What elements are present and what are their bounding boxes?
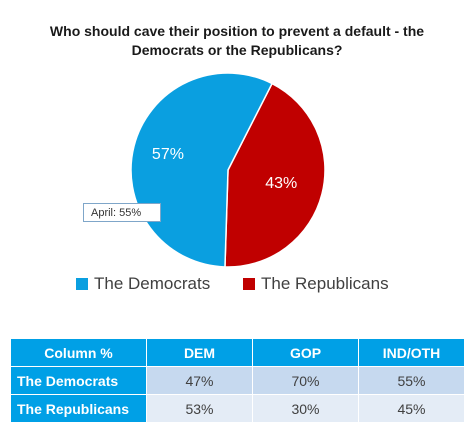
chart-title: Who should cave their position to preven… [0, 22, 474, 60]
table-row: The Republicans 53% 30% 45% [10, 394, 465, 423]
table-cell: 70% [252, 366, 359, 395]
legend-label-republicans: The Republicans [261, 274, 389, 293]
legend-swatch-democrats [76, 278, 88, 290]
column-header-gop: GOP [252, 338, 359, 367]
table-cell: 47% [146, 366, 253, 395]
legend-item-republicans: The Republicans [243, 274, 389, 294]
april-callout: April: 55% [83, 203, 161, 222]
table-header-row: Column % DEM GOP IND/OTH [10, 338, 465, 367]
table-cell: 53% [146, 394, 253, 423]
chart-title-line-2: Democrats or the Republicans? [131, 42, 343, 58]
slice-republicans [224, 82, 326, 268]
slice-label-democrats: 57% [152, 146, 184, 163]
column-header-dem: DEM [146, 338, 253, 367]
legend-swatch-republicans [243, 278, 255, 290]
table-cell: 30% [252, 394, 359, 423]
pie-chart: 43% 57% [130, 72, 326, 268]
table-cell: 55% [358, 366, 465, 395]
table-cell: 45% [358, 394, 465, 423]
row-label-republicans: The Republicans [10, 394, 147, 423]
chart-title-line-1: Who should cave their position to preven… [49, 23, 425, 39]
legend-label-democrats: The Democrats [94, 274, 211, 293]
legend: The Democrats The Republicans [0, 274, 474, 298]
row-label-democrats: The Democrats [10, 366, 147, 395]
table-row: The Democrats 47% 70% 55% [10, 366, 465, 395]
slice-democrats [130, 72, 274, 268]
crosstab-table: Column % DEM GOP IND/OTH The Democrats 4… [10, 338, 465, 423]
column-header-ind-oth: IND/OTH [358, 338, 465, 367]
slice-label-republicans: 43% [265, 175, 297, 192]
table-corner: Column % [10, 338, 147, 367]
legend-item-democrats: The Democrats [76, 274, 210, 294]
